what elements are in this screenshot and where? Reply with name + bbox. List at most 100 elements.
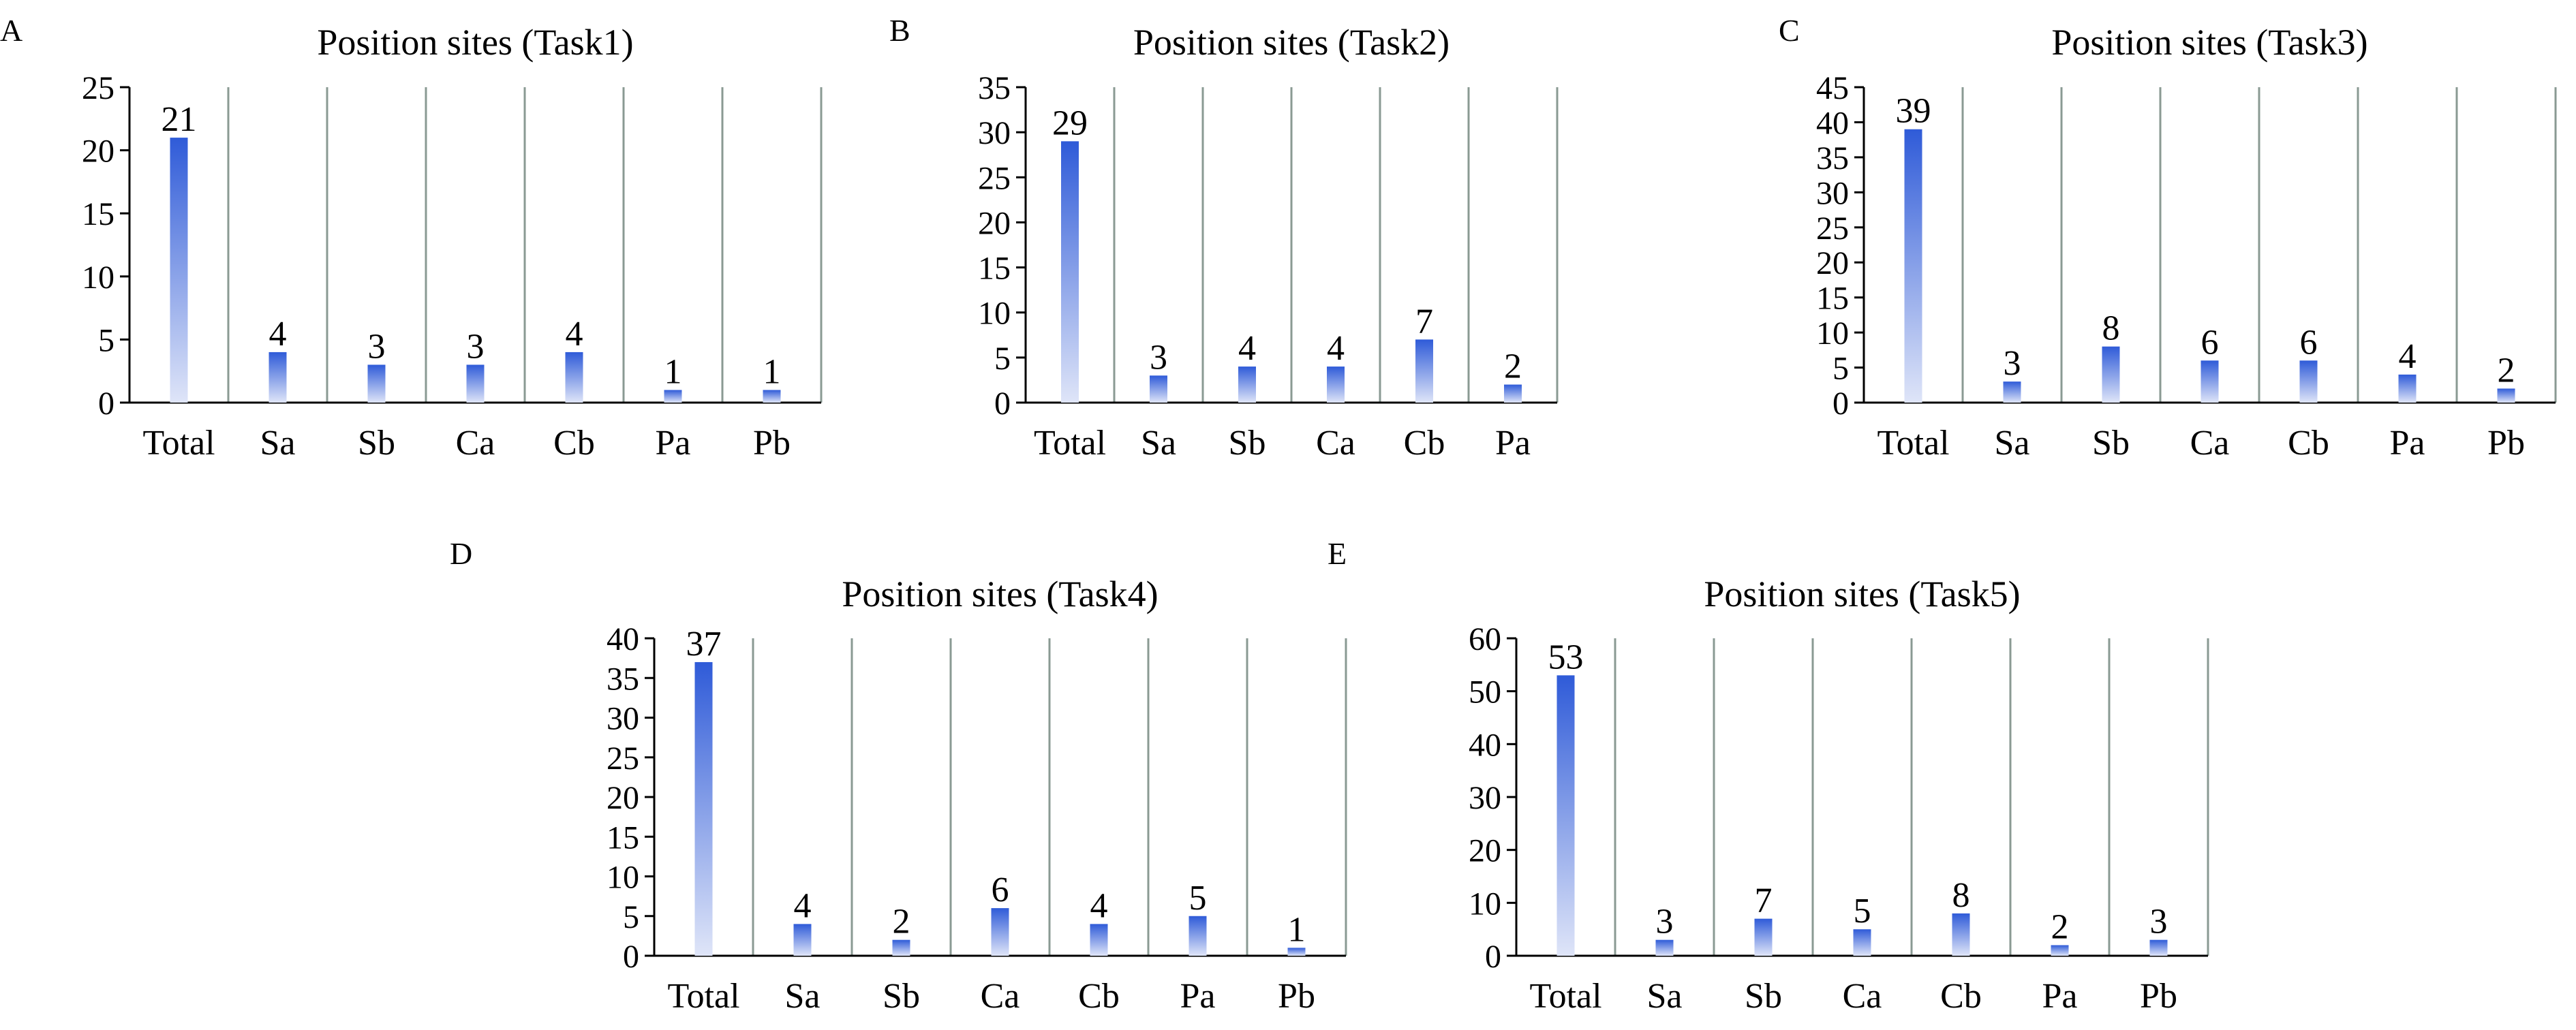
y-tick-label: 15 (82, 196, 114, 232)
bar-sa (2003, 381, 2021, 403)
y-tick-label: 40 (1469, 727, 1501, 763)
bar-ca (1853, 929, 1871, 956)
y-tick-label: 5 (98, 322, 114, 358)
data-label: 6 (2201, 323, 2219, 362)
data-label: 4 (2399, 337, 2417, 376)
y-tick-label: 30 (1469, 780, 1501, 816)
bar-pa (1189, 916, 1207, 956)
category-label: Ca (2190, 424, 2230, 463)
y-tick-label: 0 (994, 386, 1011, 422)
y-tick-label: 10 (607, 860, 639, 896)
data-label: 3 (2004, 344, 2021, 383)
data-label: 4 (269, 315, 287, 354)
category-label: Pa (2390, 424, 2425, 463)
y-tick-label: 20 (978, 205, 1011, 241)
y-tick-label: 10 (82, 260, 114, 296)
data-label: 6 (992, 871, 1009, 909)
bar-total (170, 138, 188, 403)
data-label: 2 (1504, 347, 1522, 386)
y-tick-label: 10 (1469, 886, 1501, 922)
category-label: Pb (753, 424, 791, 463)
y-tick-label: 25 (978, 160, 1011, 196)
data-label: 1 (664, 352, 682, 391)
y-tick-label: 35 (607, 661, 639, 697)
y-tick-label: 0 (1485, 939, 1501, 975)
panel-letter: C (1779, 13, 1800, 48)
bar-pa (1504, 384, 1522, 403)
category-label: Cb (1404, 424, 1445, 463)
bar-pb (763, 390, 781, 403)
y-tick-label: 30 (607, 701, 639, 737)
data-label: 29 (1052, 104, 1088, 142)
category-label: Ca (981, 977, 1020, 1016)
data-label: 1 (1288, 910, 1306, 949)
data-label: 3 (2150, 903, 2168, 941)
bar-sa (793, 924, 812, 956)
data-label: 2 (2051, 907, 2069, 946)
data-label: 5 (1854, 892, 1871, 931)
panel-letter: B (889, 13, 910, 48)
data-label: 4 (1327, 329, 1345, 368)
category-label: Ca (1316, 424, 1355, 463)
chart-panel-a: A Position sites (Task1) 0 5 10 15 20 25 21 Total… (0, 13, 823, 463)
category-label: Total (1529, 977, 1601, 1016)
data-label: 21 (162, 100, 197, 139)
y-tick-label: 15 (1816, 281, 1849, 317)
bar-total (1557, 675, 1575, 956)
category-label: Sb (2092, 424, 2130, 463)
y-tick-label: 20 (607, 780, 639, 816)
category-label: Sa (1647, 977, 1683, 1016)
panel-letter: E (1328, 536, 1347, 571)
bar-pa (664, 390, 682, 403)
data-label: 3 (1150, 338, 1167, 377)
data-label: 2 (2498, 351, 2515, 390)
data-label: 3 (467, 327, 485, 366)
category-label: Sa (1141, 424, 1176, 463)
chart-title: Position sites (Task1) (317, 22, 633, 63)
y-tick-label: 15 (607, 820, 639, 856)
y-tick-label: 30 (978, 115, 1011, 151)
bar-ca (2201, 360, 2219, 403)
category-label: Sb (883, 977, 920, 1016)
category-label: Ca (456, 424, 495, 463)
panel-letter: D (450, 536, 472, 571)
bar-ca (1327, 366, 1345, 403)
bar-cb (1952, 913, 1970, 956)
chart-title: Position sites (Task2) (1133, 22, 1450, 63)
chart-title: Position sites (Task4) (842, 574, 1158, 614)
bar-sa (1655, 939, 1674, 956)
data-label: 53 (1548, 638, 1584, 676)
category-label: Sa (260, 424, 296, 463)
y-tick-label: 35 (1816, 140, 1849, 176)
category-label: Cb (2288, 424, 2329, 463)
data-label: 4 (1090, 886, 1108, 925)
y-tick-label: 40 (607, 621, 639, 657)
bar-sb (1238, 366, 1256, 403)
bar-cb (1090, 924, 1108, 956)
bar-total (1904, 129, 1922, 403)
category-label: Pa (1180, 977, 1216, 1016)
chart-title: Position sites (Task5) (1704, 574, 2020, 614)
y-tick-label: 20 (82, 134, 114, 170)
y-tick-label: 0 (1833, 386, 1849, 422)
category-label: Pb (2487, 424, 2525, 463)
data-label: 1 (763, 352, 781, 391)
bar-sb (892, 939, 910, 956)
data-label: 2 (893, 903, 910, 941)
y-tick-label: 35 (978, 70, 1011, 106)
category-label: Cb (1940, 977, 1982, 1016)
data-label: 8 (2102, 309, 2120, 348)
data-label: 7 (1755, 881, 1773, 920)
data-label: 39 (1896, 92, 1931, 131)
category-label: Sb (1229, 424, 1266, 463)
data-label: 3 (1656, 903, 1674, 941)
category-label: Total (1034, 424, 1106, 463)
bar-total (1061, 141, 1079, 403)
category-label: Total (142, 424, 215, 463)
y-tick-label: 15 (978, 251, 1011, 287)
data-label: 4 (794, 886, 812, 925)
y-tick-label: 25 (607, 740, 639, 777)
bar-pb (2149, 939, 2168, 956)
